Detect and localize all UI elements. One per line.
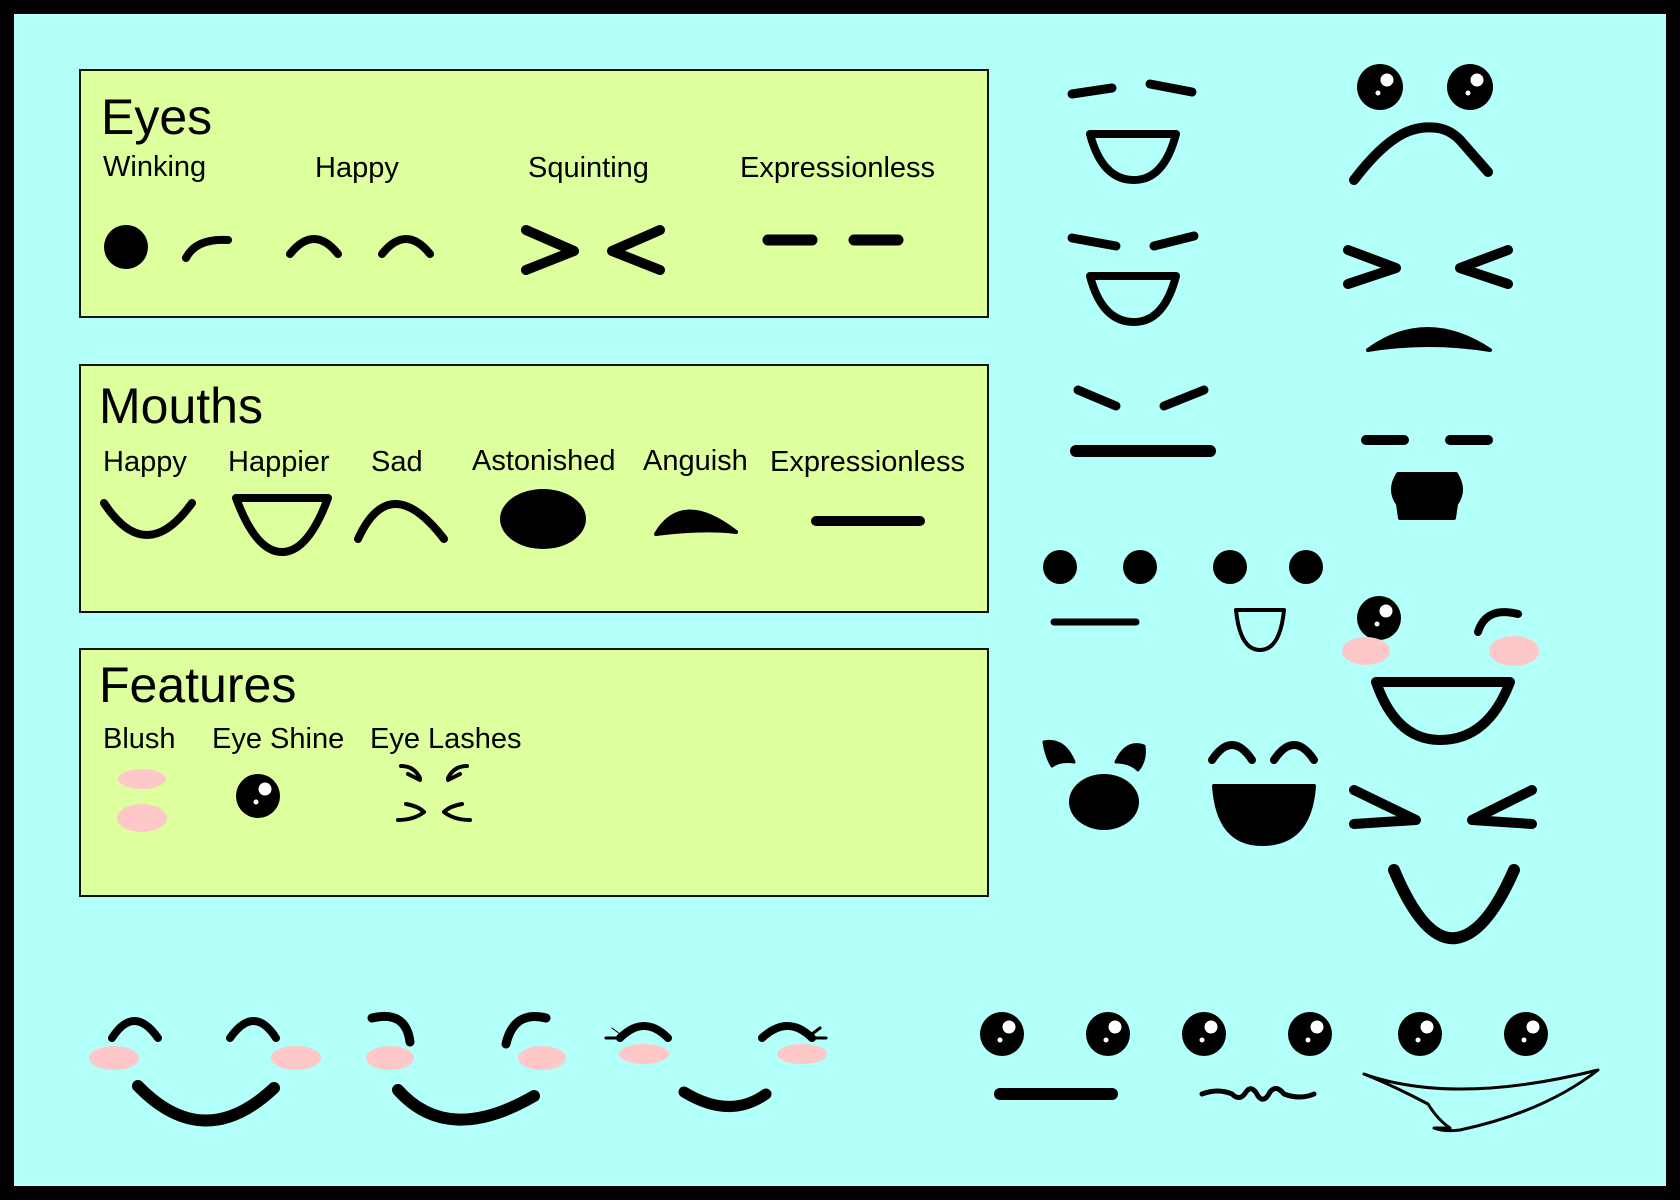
shocked-face-icon	[1361, 435, 1493, 520]
eyes-label-winking: Winking	[103, 151, 207, 183]
sad-mouth-icon	[354, 500, 448, 543]
features-label-eye-shine: Eye Shine	[212, 723, 345, 755]
mouths-panel-title: Mouths	[99, 378, 263, 434]
eyes-label-expressionless: Expressionless	[740, 152, 936, 184]
worried-face-icon	[1349, 64, 1493, 185]
eye-lashes-icon	[396, 764, 472, 822]
eyes-label-squinting: Squinting	[528, 152, 649, 184]
eyes-panel-title: Eyes	[101, 89, 213, 145]
features-panel-title: Features	[99, 657, 297, 713]
squint-frown-face-icon	[1343, 245, 1513, 352]
wide-grin-face-icon	[1362, 1012, 1600, 1133]
astonished-mouth-icon	[500, 489, 586, 549]
winking-eyes-icon	[104, 225, 232, 269]
joyful-face-icon	[1208, 741, 1318, 846]
happier-mouth-icon	[232, 494, 332, 556]
mouths-label-astonished: Astonished	[472, 445, 616, 477]
happy-eyes-icon	[286, 235, 434, 258]
small-smile-face-icon	[1213, 550, 1323, 652]
mouths-label-sad: Sad	[371, 446, 423, 478]
neutral-face-icon	[1043, 550, 1157, 626]
cheerful-blush-face-icon	[366, 1012, 566, 1126]
face-artwork	[89, 64, 1600, 1133]
features-label-eye-lashes: Eye Lashes	[370, 723, 522, 755]
content-blush-face-icon	[89, 1017, 321, 1127]
mouths-label-anguish: Anguish	[643, 445, 748, 477]
lashes-blush-face-icon	[604, 1022, 828, 1112]
eyes-label-happy: Happy	[315, 152, 399, 184]
smug-face-icon	[1070, 385, 1216, 457]
mouths-label-happier: Happier	[228, 446, 330, 478]
mouths-label-expressionless: Expressionless	[770, 446, 966, 478]
sheet-background: Eyes Winking Happy Squinting Expressionl…	[14, 14, 1666, 1186]
winking-blush-face-icon	[1342, 596, 1539, 745]
eyes-panel	[79, 69, 989, 318]
eye-shine-icon	[236, 774, 280, 818]
blush-icon	[117, 769, 167, 832]
blank-stare-face-icon	[980, 1012, 1130, 1100]
surprised-face-icon	[1042, 739, 1146, 830]
happy-mouth-icon	[100, 499, 196, 539]
anguish-mouth-icon	[654, 509, 738, 536]
mouths-panel	[79, 364, 989, 613]
laughing-face-icon	[1067, 79, 1197, 184]
features-panel	[79, 648, 989, 897]
mouths-label-happy: Happy	[103, 446, 187, 478]
features-label-blush: Blush	[103, 723, 176, 755]
squinting-eyes-icon	[521, 225, 665, 275]
squint-smile-face-icon	[1349, 785, 1537, 945]
grinning-face-icon	[1067, 231, 1199, 326]
wavy-mouth-face-icon	[1182, 1012, 1332, 1102]
